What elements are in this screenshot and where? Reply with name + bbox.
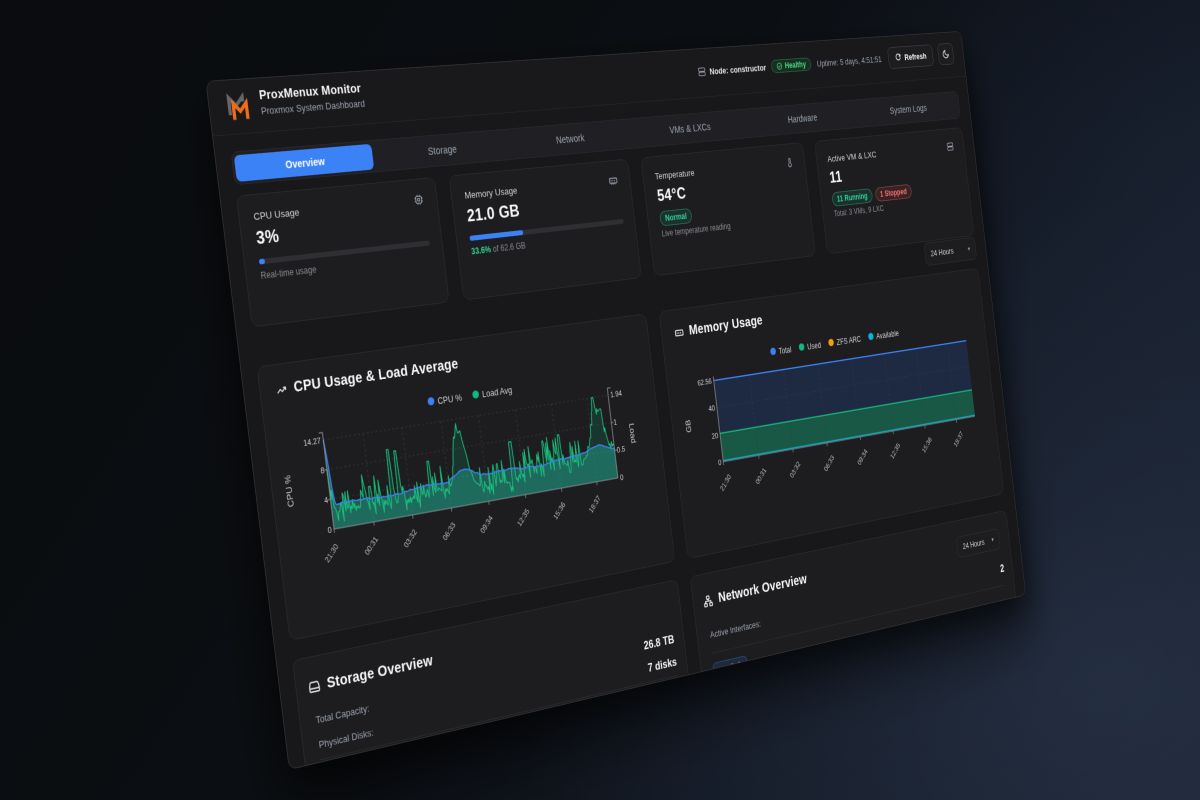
svg-text:0: 0	[620, 473, 625, 482]
svg-text:12:35: 12:35	[516, 507, 531, 528]
svg-text:62.56: 62.56	[697, 377, 712, 388]
svg-text:15:36: 15:36	[921, 435, 933, 454]
svg-text:00:31: 00:31	[754, 466, 767, 486]
svg-text:03:32: 03:32	[789, 460, 802, 480]
svg-text:4: 4	[324, 496, 329, 506]
svg-text:00:31: 00:31	[363, 534, 380, 556]
svg-text:18:37: 18:37	[588, 494, 603, 515]
svg-text:8: 8	[320, 466, 325, 476]
svg-text:09:34: 09:34	[479, 513, 495, 535]
svg-text:20: 20	[711, 431, 719, 440]
svg-text:21:30: 21:30	[323, 542, 340, 565]
svg-text:18:37: 18:37	[953, 430, 965, 449]
svg-text:Load: Load	[627, 423, 637, 444]
svg-text:0: 0	[718, 458, 722, 467]
svg-text:12:35: 12:35	[889, 441, 901, 460]
svg-text:1: 1	[613, 418, 618, 427]
svg-text:0: 0	[327, 525, 332, 535]
svg-text:0.5: 0.5	[616, 445, 626, 455]
svg-text:15:36: 15:36	[552, 500, 567, 521]
svg-text:GB: GB	[684, 419, 693, 433]
svg-text:06:33: 06:33	[441, 520, 457, 542]
svg-text:09:34: 09:34	[856, 447, 869, 466]
svg-text:06:33: 06:33	[823, 453, 836, 473]
svg-text:14.27: 14.27	[303, 436, 322, 448]
svg-text:1.94: 1.94	[610, 389, 623, 399]
svg-text:03:32: 03:32	[402, 527, 418, 549]
svg-text:CPU %: CPU %	[283, 474, 297, 508]
svg-text:40: 40	[708, 404, 716, 413]
svg-text:21:30: 21:30	[719, 472, 733, 492]
